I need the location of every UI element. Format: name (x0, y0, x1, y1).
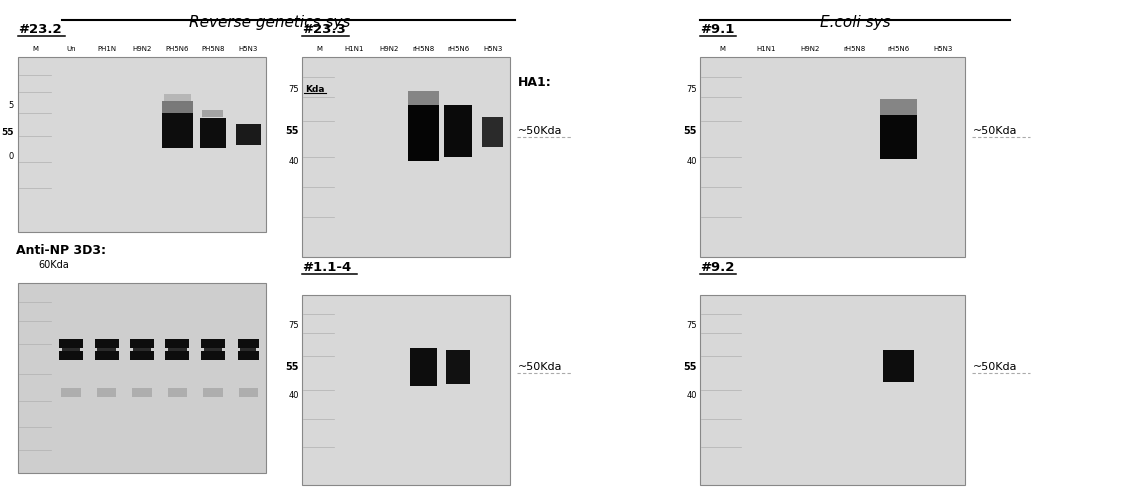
Text: ~50Kda: ~50Kda (974, 362, 1018, 372)
Text: #1.1-4: #1.1-4 (302, 261, 351, 274)
Text: ~50Kda: ~50Kda (974, 126, 1018, 136)
Bar (18, 57, 266, 232)
Text: 75: 75 (289, 321, 299, 330)
Text: H5N3: H5N3 (483, 46, 503, 52)
Bar (238, 351, 258, 360)
Text: H5N3: H5N3 (933, 46, 953, 52)
Bar (446, 350, 470, 384)
Bar (240, 348, 256, 351)
Text: #23.3: #23.3 (302, 23, 345, 36)
Text: #9.2: #9.2 (700, 261, 735, 274)
Text: H9N2: H9N2 (132, 46, 152, 52)
Text: PH1N: PH1N (97, 46, 117, 52)
Bar (61, 388, 80, 397)
Text: M: M (719, 46, 726, 52)
Bar (169, 348, 187, 351)
Text: ~50Kda: ~50Kda (518, 126, 563, 136)
Text: 60Kda: 60Kda (38, 260, 69, 270)
Text: 40: 40 (686, 157, 697, 165)
Bar (238, 339, 258, 348)
Bar (162, 101, 192, 113)
Bar (700, 57, 964, 257)
Text: rH5N6: rH5N6 (447, 46, 469, 52)
Bar (482, 117, 503, 147)
Bar (235, 123, 261, 145)
Bar (59, 339, 83, 348)
Text: Reverse genetics sys: Reverse genetics sys (189, 15, 351, 30)
Text: 40: 40 (289, 391, 299, 400)
Text: PH5N8: PH5N8 (201, 46, 224, 52)
Bar (95, 351, 119, 360)
Text: H5N3: H5N3 (239, 46, 258, 52)
Text: 40: 40 (289, 157, 299, 165)
Text: rH5N8: rH5N8 (843, 46, 866, 52)
Bar (444, 105, 472, 157)
Bar (302, 295, 511, 485)
Text: Un: Un (67, 46, 76, 52)
Bar (302, 57, 511, 257)
Bar (132, 388, 152, 397)
Bar (62, 348, 80, 351)
Bar (59, 351, 83, 360)
Bar (203, 388, 223, 397)
Bar (883, 350, 915, 383)
Bar (700, 295, 964, 485)
Text: 75: 75 (289, 85, 299, 94)
Bar (881, 115, 917, 159)
Bar (410, 348, 437, 386)
Text: PH5N6: PH5N6 (165, 46, 189, 52)
Bar (408, 105, 438, 161)
Bar (95, 339, 119, 348)
Text: Anti-NP 3D3:: Anti-NP 3D3: (16, 244, 106, 257)
Text: Kda: Kda (305, 85, 325, 94)
Text: rH5N6: rH5N6 (887, 46, 910, 52)
Bar (162, 113, 192, 148)
Bar (200, 339, 225, 348)
Bar (408, 91, 438, 105)
Bar (168, 388, 187, 397)
Bar (199, 118, 226, 148)
Text: HA1:: HA1: (518, 77, 551, 90)
Bar (881, 99, 917, 115)
Bar (203, 109, 223, 116)
Text: H9N2: H9N2 (800, 46, 820, 52)
Bar (165, 351, 189, 360)
Text: E.coli sys: E.coli sys (820, 15, 890, 30)
Text: 55: 55 (1, 128, 14, 137)
Bar (97, 388, 117, 397)
Text: #9.1: #9.1 (700, 23, 735, 36)
Text: M: M (33, 46, 38, 52)
Bar (130, 351, 154, 360)
Text: 40: 40 (686, 391, 697, 400)
Bar (132, 348, 152, 351)
Text: 55: 55 (684, 126, 697, 136)
Bar (18, 283, 266, 473)
Bar (200, 351, 225, 360)
Bar (130, 339, 154, 348)
Bar (204, 348, 222, 351)
Text: 5: 5 (9, 101, 14, 110)
Bar (164, 94, 191, 102)
Text: 75: 75 (686, 85, 697, 94)
Text: H1N1: H1N1 (756, 46, 777, 52)
Text: H9N2: H9N2 (379, 46, 398, 52)
Text: #23.2: #23.2 (18, 23, 61, 36)
Text: H1N1: H1N1 (344, 46, 363, 52)
Bar (239, 388, 258, 397)
Bar (97, 348, 115, 351)
Text: 55: 55 (684, 362, 697, 372)
Text: 75: 75 (686, 321, 697, 330)
Text: rH5N8: rH5N8 (412, 46, 435, 52)
Text: 55: 55 (285, 126, 299, 136)
Text: 55: 55 (285, 362, 299, 372)
Text: ~50Kda: ~50Kda (518, 362, 563, 372)
Bar (165, 339, 189, 348)
Text: 0: 0 (9, 152, 14, 161)
Text: M: M (316, 46, 323, 52)
